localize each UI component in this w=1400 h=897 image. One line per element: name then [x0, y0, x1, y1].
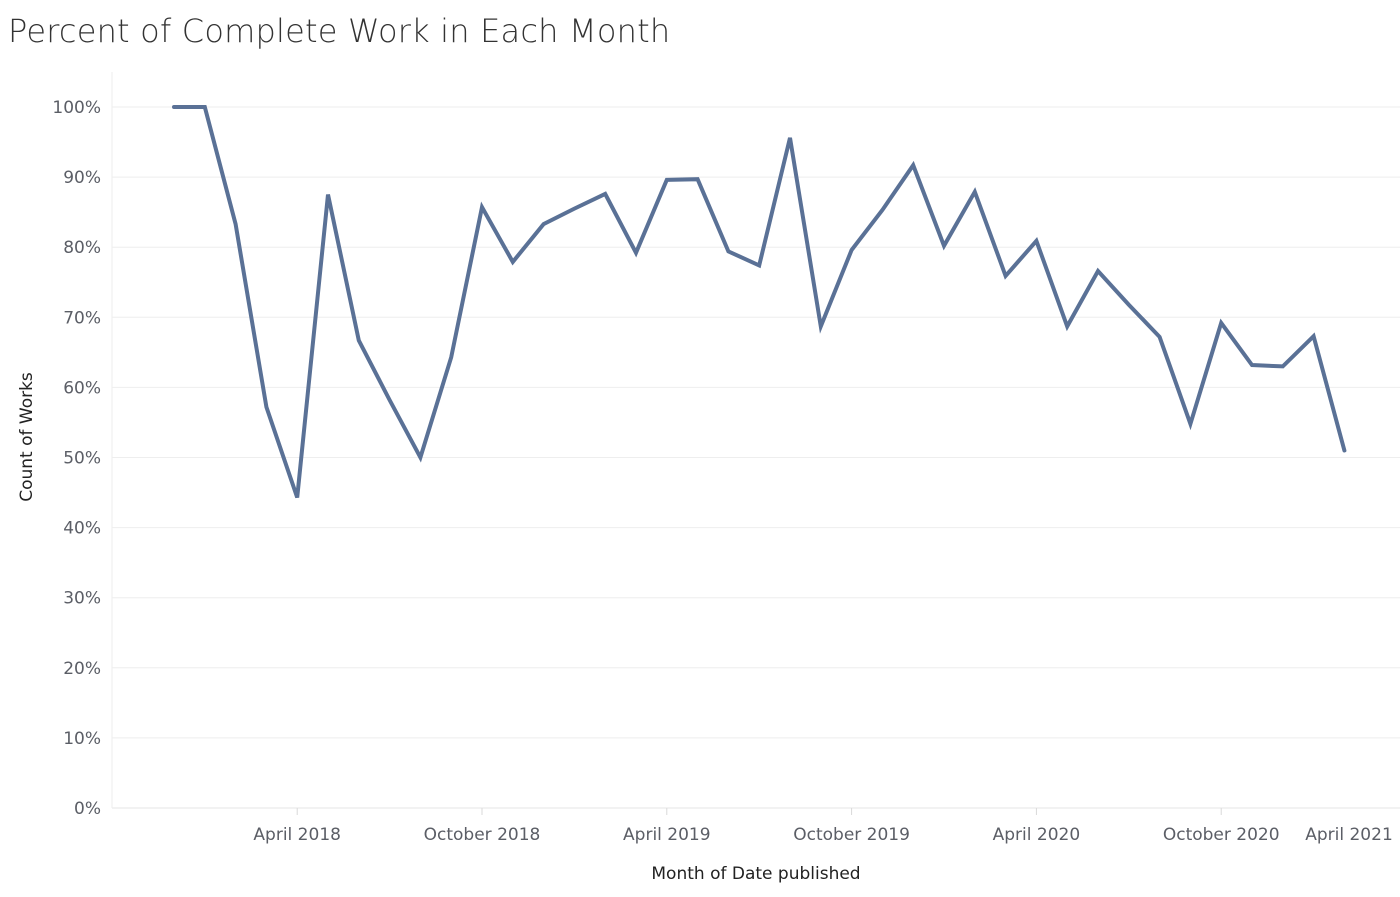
y-tick-label: 100% [52, 98, 101, 118]
y-tick-label: 40% [63, 519, 101, 539]
x-tick-label: October 2018 [424, 825, 541, 845]
y-tick-label: 50% [63, 449, 101, 469]
x-tick-label: April 2021 [1305, 825, 1393, 845]
series-layer [172, 105, 1347, 499]
y-tick-label: 80% [63, 238, 101, 258]
y-tick-label: 10% [63, 729, 101, 749]
y-tick-label: 90% [63, 168, 101, 188]
x-tick-label: October 2019 [793, 825, 910, 845]
y-axis-title: Count of Works [17, 372, 37, 502]
x-tick-label: April 2019 [623, 825, 711, 845]
y-tick-label: 0% [74, 799, 101, 819]
y-tick-label: 70% [63, 308, 101, 328]
y-tick-label: 20% [63, 659, 101, 679]
x-tick-label: October 2020 [1163, 825, 1280, 845]
y-axis-ticks: 0% 10% 20% 30% 40% 50% 60% 70% 80% 90% 100% [52, 98, 101, 819]
y-tick-label: 60% [63, 378, 101, 398]
x-axis-title: Month of Date published [651, 864, 860, 884]
gridlines [111, 72, 1400, 809]
x-tick-label: April 2020 [993, 825, 1081, 845]
chart-title: Percent of Complete Work in Each Month [8, 12, 671, 50]
series-line [172, 105, 1347, 499]
x-axis-ticks: April 2018 October 2018 April 2019 October … [253, 808, 1393, 845]
y-tick-label: 30% [63, 589, 101, 609]
x-tick-label: April 2018 [253, 825, 341, 845]
